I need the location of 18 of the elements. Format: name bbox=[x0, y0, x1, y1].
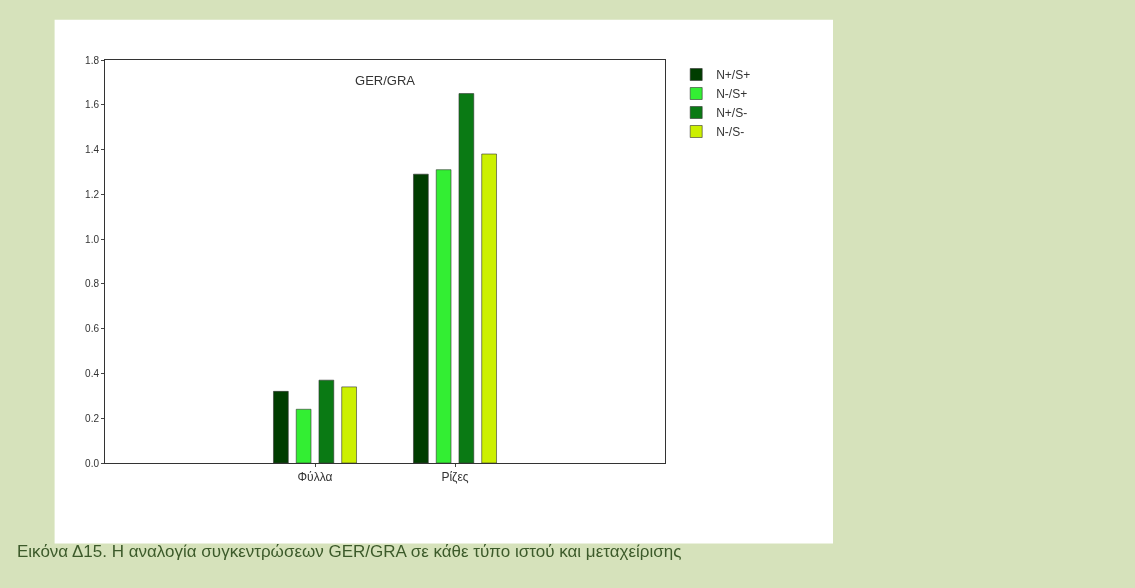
y-tick-label: 0.0 bbox=[85, 457, 100, 469]
legend-label: N-/S+ bbox=[716, 87, 748, 102]
y-tick-label: 0.8 bbox=[85, 278, 100, 290]
legend-label: N+/S- bbox=[716, 106, 748, 121]
x-tick-label: Ρίζες bbox=[441, 470, 469, 485]
y-tick-label: 1.2 bbox=[85, 188, 100, 200]
y-tick-label: 0.2 bbox=[85, 412, 100, 424]
x-tick-label: Φύλλα bbox=[297, 470, 333, 485]
legend-label: N+/S+ bbox=[716, 68, 751, 83]
y-tick-label: 1.6 bbox=[85, 99, 100, 111]
legend-label: N-/S- bbox=[716, 125, 745, 140]
y-tick-label: 1.8 bbox=[85, 54, 100, 66]
y-tick-label: 1.0 bbox=[85, 233, 100, 245]
y-tick-label: 1.4 bbox=[85, 144, 100, 156]
y-tick-label: 0.4 bbox=[85, 367, 100, 379]
y-tick-label: 0.6 bbox=[85, 323, 100, 335]
text: GER/GRA bbox=[355, 73, 416, 89]
text: Εικόνα Δ15. Η αναλογία συγκεντρώσεων GER/GRA σε κάθε τύπο ιστού και μεταχείρισης bbox=[17, 542, 682, 561]
